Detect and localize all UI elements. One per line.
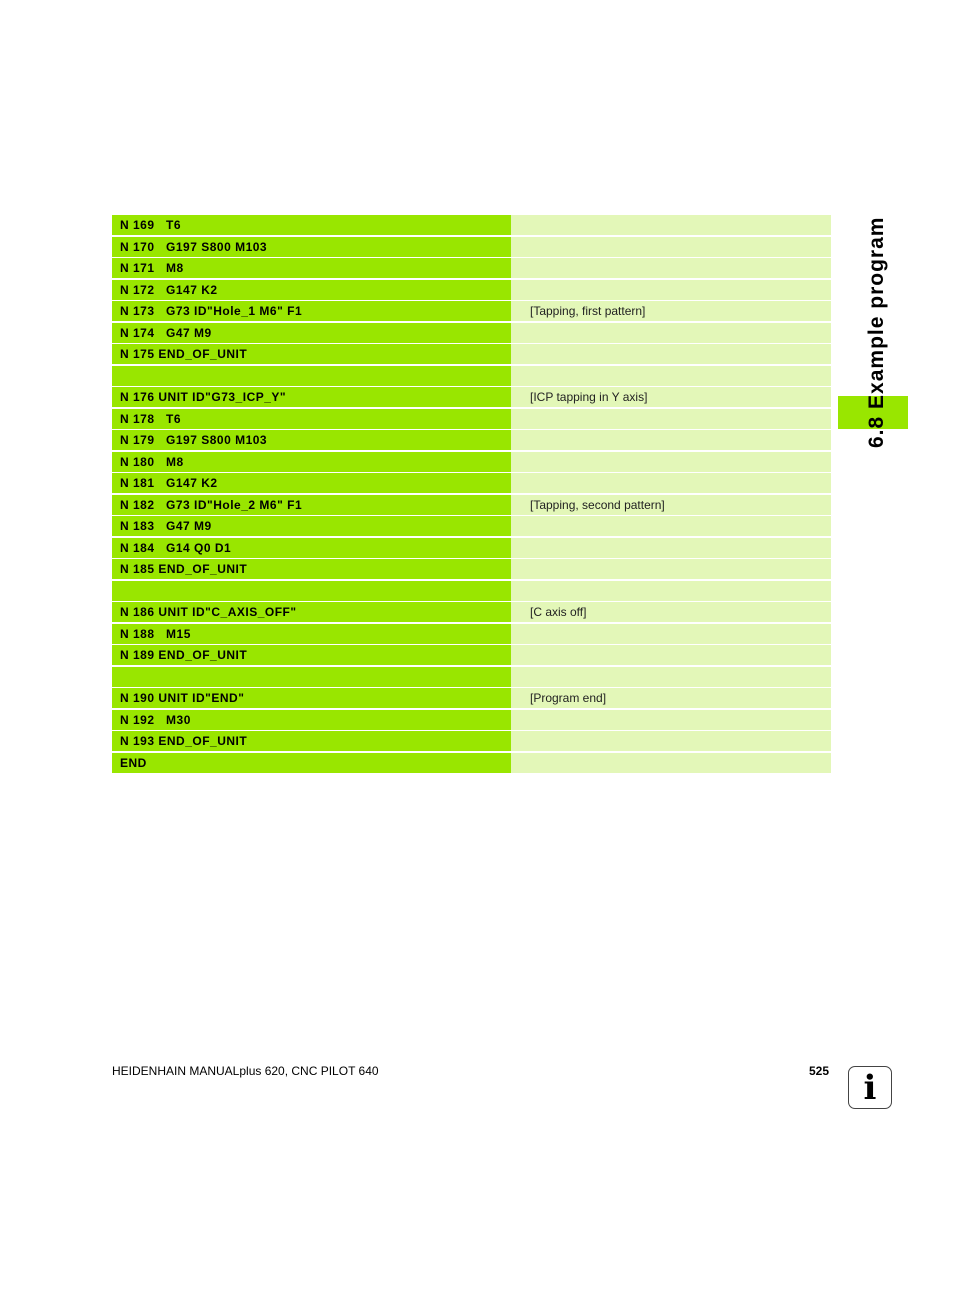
- program-code-cell: N 192 M30: [112, 709, 511, 730]
- program-comment-cell: [Tapping, second pattern]: [511, 494, 831, 515]
- program-comment-cell: [511, 752, 831, 773]
- program-comment-cell: [ICP tapping in Y axis]: [511, 387, 831, 407]
- program-comment-cell: [511, 408, 831, 429]
- program-code-cell: N 170 G197 S800 M103: [112, 236, 511, 257]
- program-row: N 175 END_OF_UNIT: [112, 344, 831, 364]
- program-row: N 169 T6: [112, 215, 831, 235]
- program-code-cell: N 185 END_OF_UNIT: [112, 559, 511, 579]
- program-row: N 190 UNIT ID"END" [Program end]: [112, 688, 831, 708]
- program-code-cell: N 169 T6: [112, 215, 511, 235]
- program-row: N 174 G47 M9: [112, 322, 831, 343]
- page-number: 525: [809, 1064, 830, 1078]
- program-comment-cell: [511, 709, 831, 730]
- program-row: [112, 365, 831, 386]
- program-comment-cell: [511, 580, 831, 601]
- program-row: N 173 G73 ID"Hole_1 M6" F1 [Tapping, firs…: [112, 301, 831, 321]
- program-comment-cell: [C axis off]: [511, 602, 831, 622]
- program-comment-cell: [511, 258, 831, 278]
- chapter-tab: [838, 396, 908, 429]
- program-row: N 176 UNIT ID"G73_ICP_Y" [ICP tapping in …: [112, 387, 831, 407]
- program-row: N 180 M8: [112, 451, 831, 472]
- program-row: [112, 666, 831, 687]
- program-comment-cell: [511, 645, 831, 665]
- program-comment-cell: [511, 344, 831, 364]
- program-row: N 179 G197 S800 M103: [112, 430, 831, 450]
- program-comment-cell: [Program end]: [511, 688, 831, 708]
- program-comment-cell: [511, 537, 831, 558]
- program-comment-cell: [511, 559, 831, 579]
- program-comment-cell: [511, 279, 831, 300]
- program-row: N 185 END_OF_UNIT: [112, 559, 831, 579]
- program-code-cell: N 182 G73 ID"Hole_2 M6" F1: [112, 494, 511, 515]
- program-row: END: [112, 752, 831, 773]
- program-comment-cell: [511, 365, 831, 386]
- program-code-cell: [112, 666, 511, 687]
- program-comment-cell: [511, 430, 831, 450]
- program-comment-cell: [511, 451, 831, 472]
- program-comment-cell: [511, 516, 831, 536]
- program-comment-cell: [511, 473, 831, 493]
- program-row: [112, 580, 831, 601]
- program-code-cell: N 188 M15: [112, 623, 511, 644]
- program-code-cell: [112, 365, 511, 386]
- program-row: N 186 UNIT ID"C_AXIS_OFF" [C axis off]: [112, 602, 831, 622]
- section-title: 6.8 Example program: [865, 216, 888, 448]
- program-code-cell: N 181 G147 K2: [112, 473, 511, 493]
- program-code-cell: N 190 UNIT ID"END": [112, 688, 511, 708]
- program-row: N 188 M15: [112, 623, 831, 644]
- program-row: N 184 G14 Q0 D1: [112, 537, 831, 558]
- program-code-cell: N 186 UNIT ID"C_AXIS_OFF": [112, 602, 511, 622]
- program-row: N 183 G47 M9: [112, 516, 831, 536]
- program-code-cell: N 176 UNIT ID"G73_ICP_Y": [112, 387, 511, 407]
- program-comment-cell: [511, 236, 831, 257]
- program-code-cell: N 172 G147 K2: [112, 279, 511, 300]
- program-table: N 169 T6 N 170 G197 S800 M103 N 171 M8 N 17…: [112, 215, 831, 774]
- program-code-cell: N 184 G14 Q0 D1: [112, 537, 511, 558]
- program-comment-cell: [Tapping, first pattern]: [511, 301, 831, 321]
- program-code-cell: N 175 END_OF_UNIT: [112, 344, 511, 364]
- program-row: N 170 G197 S800 M103: [112, 236, 831, 257]
- program-code-cell: [112, 580, 511, 601]
- info-glyph: i: [863, 1067, 877, 1108]
- program-code-cell: N 174 G47 M9: [112, 322, 511, 343]
- program-comment-cell: [511, 322, 831, 343]
- program-row: N 189 END_OF_UNIT: [112, 645, 831, 665]
- program-row: N 193 END_OF_UNIT: [112, 731, 831, 751]
- program-row: N 192 M30: [112, 709, 831, 730]
- program-comment-cell: [511, 731, 831, 751]
- program-comment-cell: [511, 623, 831, 644]
- program-code-cell: N 180 M8: [112, 451, 511, 472]
- program-comment-cell: [511, 666, 831, 687]
- footer-title: HEIDENHAIN MANUALplus 620, CNC PILOT 640: [112, 1064, 379, 1078]
- program-row: N 171 M8: [112, 258, 831, 278]
- program-code-cell: N 183 G47 M9: [112, 516, 511, 536]
- program-code-cell: N 178 T6: [112, 408, 511, 429]
- program-row: N 178 T6: [112, 408, 831, 429]
- program-code-cell: N 193 END_OF_UNIT: [112, 731, 511, 751]
- program-row: N 172 G147 K2: [112, 279, 831, 300]
- program-code-cell: N 179 G197 S800 M103: [112, 430, 511, 450]
- program-row: N 182 G73 ID"Hole_2 M6" F1 [Tapping, seco…: [112, 494, 831, 515]
- program-code-cell: N 173 G73 ID"Hole_1 M6" F1: [112, 301, 511, 321]
- program-code-cell: N 189 END_OF_UNIT: [112, 645, 511, 665]
- program-code-cell: END: [112, 752, 511, 773]
- program-code-cell: N 171 M8: [112, 258, 511, 278]
- program-row: N 181 G147 K2: [112, 473, 831, 493]
- info-icon: i: [848, 1066, 892, 1109]
- program-comment-cell: [511, 215, 831, 235]
